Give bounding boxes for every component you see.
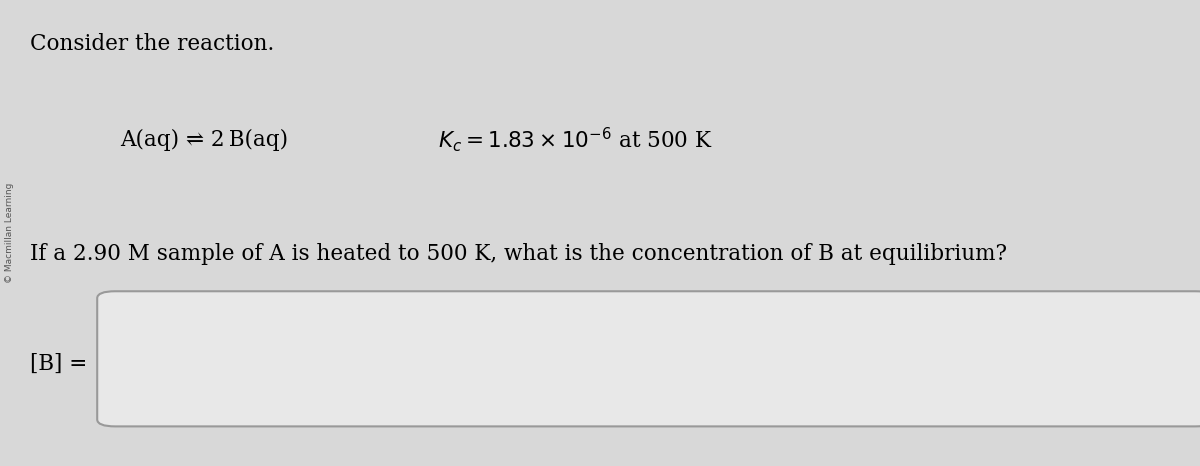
Text: Consider the reaction.: Consider the reaction.	[30, 33, 275, 55]
Text: $K_c = 1.83 \times 10^{-6}$ at 500 K: $K_c = 1.83 \times 10^{-6}$ at 500 K	[438, 125, 713, 154]
Text: [B] =: [B] =	[30, 352, 88, 375]
FancyBboxPatch shape	[97, 291, 1200, 426]
Text: If a 2.90 M sample of A is heated to 500 K, what is the concentration of B at eq: If a 2.90 M sample of A is heated to 500…	[30, 243, 1007, 265]
Text: © Macmillan Learning: © Macmillan Learning	[5, 183, 14, 283]
Text: A(aq) ⇌ 2 B(aq): A(aq) ⇌ 2 B(aq)	[120, 129, 288, 151]
